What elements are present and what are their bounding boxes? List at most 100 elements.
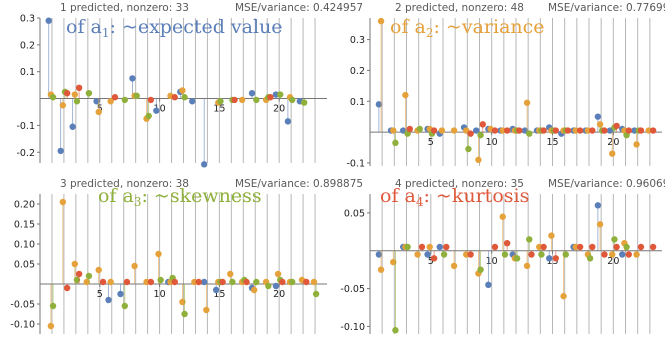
point-orange (536, 243, 543, 251)
data-points (375, 202, 657, 334)
point-red (576, 243, 584, 251)
point-red (613, 122, 620, 130)
point-red (231, 96, 238, 104)
point-orange (414, 251, 421, 258)
point-green (623, 243, 630, 251)
x-tick-label: 10 (486, 256, 498, 267)
point-red (147, 278, 155, 286)
point-green (526, 130, 533, 137)
point-green (312, 290, 320, 298)
point-orange (450, 127, 458, 134)
panel-header-right: MSE/variance: 0.424957 (235, 2, 363, 14)
point-red (75, 84, 83, 92)
panel-annotation: of a3: ~skewness (98, 185, 262, 209)
y-tick-label: -0.10 (10, 320, 35, 331)
point-orange (584, 127, 592, 134)
point-orange (560, 292, 567, 300)
point-orange (463, 251, 470, 258)
x-tick-label: 10 (486, 137, 498, 148)
grid-lines (51, 18, 316, 163)
point-red (564, 127, 572, 134)
point-blue (436, 243, 443, 251)
point-green (392, 327, 399, 334)
point-blue (375, 101, 383, 108)
point-orange (523, 262, 531, 270)
point-red (99, 278, 107, 286)
point-green (73, 98, 81, 105)
point-blue (93, 98, 100, 105)
grid-lines (381, 194, 651, 334)
y-tick-label: 0.3 (350, 35, 365, 46)
point-green (477, 131, 484, 139)
panel-2: 2 predicted, nonzero: 48 MSE/variance: 0.… (346, 2, 665, 169)
point-red (528, 251, 535, 258)
point-orange (548, 232, 555, 239)
y-tick-label: -0.2 (16, 148, 35, 159)
point-green (440, 251, 448, 258)
point-orange (475, 156, 482, 164)
y-tick-label: 0.2 (20, 40, 35, 51)
point-blue (200, 278, 208, 286)
point-orange (499, 213, 506, 220)
data-points (375, 17, 657, 164)
point-green (513, 255, 521, 262)
point-orange (131, 262, 138, 270)
point-orange (609, 150, 616, 157)
point-red (625, 127, 632, 134)
y-tick-label: -0.1 (346, 158, 365, 169)
point-green (85, 272, 93, 280)
point-blue (272, 282, 280, 290)
point-red (589, 243, 596, 251)
point-orange (47, 322, 55, 330)
point-red (649, 243, 657, 251)
y-tick-label: 0.2 (350, 66, 365, 77)
point-green (538, 251, 545, 258)
point-red (279, 278, 286, 286)
point-orange (438, 127, 446, 134)
point-orange (71, 260, 78, 268)
y-tick-label: 0.10 (14, 240, 35, 251)
point-blue (424, 251, 431, 258)
point-orange (107, 278, 114, 286)
point-green (586, 255, 594, 262)
panel-annotation: of a4: ~kurtosis (380, 185, 529, 209)
point-green (121, 96, 128, 104)
point-blue (153, 107, 160, 114)
point-red (552, 127, 559, 134)
point-orange (227, 270, 234, 278)
point-red (540, 127, 547, 134)
point-green (217, 98, 224, 105)
point-red (601, 127, 608, 134)
point-red (589, 127, 596, 134)
point-red (430, 255, 438, 262)
data-points (45, 17, 308, 168)
point-orange (239, 96, 246, 104)
x-tick-label: 20 (607, 256, 619, 267)
point-orange (645, 127, 652, 134)
point-red (491, 243, 499, 251)
point-red (443, 243, 450, 251)
point-orange (71, 91, 78, 98)
point-blue (619, 251, 626, 258)
point-blue (189, 98, 196, 105)
x-tick-label: 5 (428, 137, 434, 148)
x-tick-label: 20 (273, 289, 285, 300)
point-red (516, 127, 523, 134)
point-red (540, 243, 547, 251)
point-green (477, 266, 484, 273)
point-green (253, 278, 260, 286)
point-blue (631, 127, 638, 134)
point-orange (596, 121, 604, 128)
point-blue (200, 161, 208, 168)
point-green (133, 92, 140, 100)
annotation-prefix: of a (98, 185, 134, 207)
point-green (49, 302, 57, 310)
grid-lines (381, 18, 651, 166)
point-green (49, 94, 57, 101)
x-tick-label: 5 (428, 256, 434, 267)
point-blue (284, 118, 292, 125)
point-blue (546, 255, 553, 262)
annotation-subscript: 4 (416, 195, 424, 209)
point-orange (377, 17, 385, 25)
